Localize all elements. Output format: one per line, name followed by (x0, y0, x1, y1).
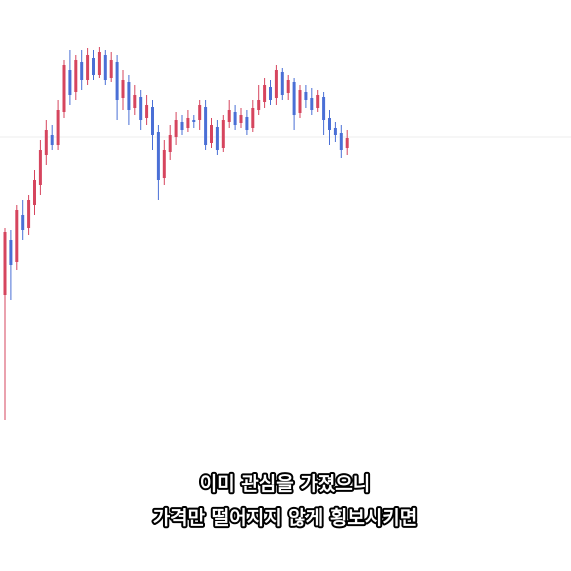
candle-body (86, 55, 90, 80)
candle-body (233, 112, 237, 125)
candle-body (263, 85, 267, 102)
candle-body (269, 87, 272, 100)
candle-body (74, 60, 78, 92)
candle-body (68, 70, 72, 95)
candle-body (115, 62, 119, 100)
candle-body (180, 122, 184, 130)
candle-body (151, 107, 154, 135)
candle-body (92, 58, 95, 75)
candle-body (298, 90, 302, 113)
candle-body (50, 135, 54, 145)
candle-body (38, 150, 42, 185)
candle-body (109, 60, 113, 78)
candle-body (21, 215, 25, 230)
candle-body (339, 133, 343, 150)
candle-body (280, 72, 284, 95)
candle-body (345, 138, 349, 148)
candle-body (310, 98, 314, 110)
caption: 이미 관심을 가졌으니 (200, 473, 371, 495)
candle-body (274, 70, 278, 98)
candle-body (245, 117, 249, 130)
candle-body (192, 120, 196, 122)
candle-body (322, 97, 326, 120)
candle-body (33, 180, 36, 205)
candle-body (257, 100, 261, 110)
candle-body (3, 232, 7, 295)
candle-body (198, 105, 202, 120)
candle-body (156, 132, 160, 180)
candle-body (162, 150, 166, 178)
candle-body (133, 95, 137, 108)
candle-body (121, 80, 125, 98)
candle-body (221, 120, 225, 148)
candle-body (127, 82, 131, 110)
candle-body (80, 62, 84, 80)
candle-body (227, 110, 231, 122)
candle-body (44, 130, 48, 155)
candle-body (316, 95, 320, 108)
candle-body (210, 125, 213, 143)
candle-body (56, 110, 60, 145)
candle-body (239, 115, 243, 123)
candle-body (328, 118, 331, 130)
candle-body (145, 105, 149, 118)
candle-body (292, 82, 296, 115)
candle-body (251, 108, 255, 128)
candle-body (333, 128, 337, 135)
candle-body (174, 120, 178, 137)
candle-body (186, 118, 190, 128)
candle-body (62, 65, 66, 112)
candle-body (103, 55, 107, 80)
candle-body (97, 52, 101, 75)
candle-body (15, 210, 19, 262)
candle-body (139, 97, 143, 120)
candle-body (168, 135, 172, 152)
candle-body (304, 92, 308, 100)
candle-body (9, 240, 13, 265)
candle-body (27, 200, 31, 228)
candle-body (215, 127, 219, 150)
caption: 가격만 떨어지지 않게 횡보시키면 (153, 507, 418, 529)
candle-body (204, 107, 208, 145)
candle-body (286, 80, 290, 93)
